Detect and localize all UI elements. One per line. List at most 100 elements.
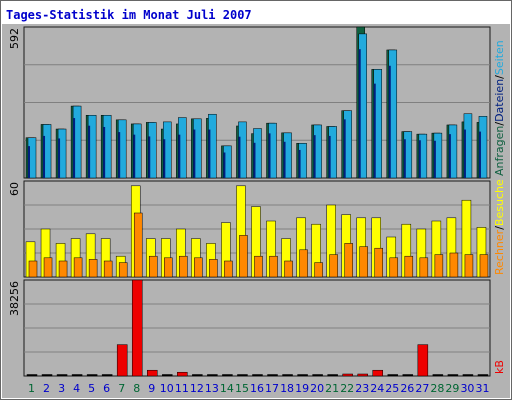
bar-rechner-day-23 (359, 246, 368, 278)
bar-dateien-day-21 (328, 135, 331, 178)
bar-dateien-day-5 (88, 125, 91, 178)
x-tick-label-day-26: 26 (400, 382, 414, 395)
x-tick-label-day-24: 24 (370, 382, 384, 395)
bar-dateien-day-28 (433, 140, 436, 178)
bar-dateien-day-13 (208, 129, 211, 178)
bar-dateien-day-26 (403, 139, 406, 178)
bar-rechner-day-13 (209, 259, 218, 278)
bar-dateien-day-30 (463, 129, 466, 178)
bar-rechner-day-24 (374, 247, 383, 278)
x-tick-label-day-28: 28 (430, 382, 444, 395)
bar-kb-day-7 (116, 344, 128, 377)
bar-kb-day-8 (131, 279, 143, 377)
bar-kb-day-15 (237, 374, 248, 377)
x-tick-label-day-27: 27 (415, 382, 429, 395)
bar-kb-day-1 (26, 374, 38, 377)
x-tick-label-day-29: 29 (445, 382, 459, 395)
legend-item-visits-1: / (493, 226, 506, 230)
x-tick-label-day-25: 25 (385, 382, 399, 395)
bar-kb-day-6 (101, 374, 113, 377)
y-max-label-requests: 592 (8, 28, 21, 49)
bar-rechner-day-27 (419, 257, 429, 278)
x-tick-label-day-5: 5 (88, 382, 95, 395)
bar-rechner-day-8 (133, 212, 143, 278)
chart-title: Tages-Statistik im Monat Juli 2007 (6, 8, 252, 22)
bar-dateien-day-12 (193, 129, 196, 178)
bar-rechner-day-15 (239, 235, 248, 278)
x-tick-label-day-12: 12 (190, 382, 204, 395)
bar-rechner-day-28 (434, 254, 444, 278)
bar-kb-day-28 (432, 374, 444, 377)
bar-rechner-day-10 (164, 257, 173, 278)
legend-item-requests-3: / (493, 75, 506, 79)
bar-rechner-day-20 (314, 262, 323, 278)
bar-rechner-day-14 (224, 260, 233, 278)
bar-dateien-day-1 (28, 146, 30, 178)
x-tick-label-day-11: 11 (175, 382, 189, 395)
bar-kb-day-24 (372, 369, 383, 377)
bar-kb-day-21 (327, 374, 338, 377)
bar-kb-day-10 (162, 374, 173, 377)
bar-dateien-day-23 (358, 49, 361, 178)
x-tick-label-day-3: 3 (58, 382, 65, 395)
bar-dateien-day-25 (388, 65, 391, 178)
bar-dateien-day-20 (313, 135, 316, 178)
bar-dateien-day-10 (163, 139, 166, 178)
x-tick-label-day-13: 13 (205, 382, 219, 395)
bar-rechner-day-6 (103, 260, 113, 278)
x-tick-label-day-16: 16 (250, 382, 264, 395)
bar-rechner-day-16 (254, 255, 263, 278)
bar-dateien-day-14 (223, 152, 226, 178)
legend-item-requests-0: Anfragen (493, 126, 506, 176)
y-max-label-visits: 60 (8, 182, 21, 196)
bar-dateien-day-7 (118, 132, 121, 178)
bar-dateien-day-22 (343, 119, 346, 178)
bar-dateien-day-3 (58, 138, 61, 178)
legend-item-visits-0: Rechner (493, 229, 506, 275)
bar-dateien-day-4 (73, 118, 76, 178)
bar-dateien-day-8 (133, 134, 136, 178)
x-tick-label-day-31: 31 (475, 382, 489, 395)
legend-requests: Anfragen/Dateien/Seiten (493, 40, 506, 176)
bar-rechner-day-17 (269, 255, 278, 278)
bar-rechner-day-21 (329, 254, 338, 278)
bar-kb-day-13 (207, 374, 218, 377)
x-tick-label-day-4: 4 (73, 382, 80, 395)
bar-kb-day-19 (297, 374, 308, 377)
bar-kb-day-20 (312, 374, 323, 377)
bar-dateien-day-6 (103, 126, 106, 178)
bar-dateien-day-31 (478, 131, 481, 178)
x-tick-label-day-20: 20 (310, 382, 324, 395)
legend-item-visits-2: Besuche (493, 179, 506, 226)
y-max-label-traffic: 38256 (8, 281, 21, 316)
bar-kb-day-29 (447, 374, 459, 377)
bar-dateien-day-19 (298, 149, 301, 178)
bar-dateien-day-11 (178, 134, 181, 178)
legend-item-requests-1: / (493, 122, 506, 126)
bar-kb-day-27 (417, 344, 429, 377)
bar-rechner-day-7 (118, 262, 128, 278)
x-tick-label-day-17: 17 (265, 382, 279, 395)
x-tick-label-day-21: 21 (325, 382, 339, 395)
bar-rechner-day-3 (58, 260, 68, 278)
bar-rechner-day-1 (28, 260, 38, 278)
bar-kb-day-4 (71, 374, 83, 377)
bar-kb-day-11 (177, 371, 188, 377)
bar-rechner-day-11 (179, 255, 188, 278)
bar-kb-day-5 (86, 374, 98, 377)
x-tick-label-day-7: 7 (118, 382, 125, 395)
bar-rechner-day-12 (194, 257, 203, 278)
bar-rechner-day-4 (73, 257, 83, 278)
bar-rechner-day-22 (344, 243, 353, 278)
bar-rechner-day-18 (284, 260, 293, 278)
x-tick-label-day-23: 23 (355, 382, 369, 395)
legend-visits: Rechner/Besuche (493, 179, 506, 275)
bar-rechner-day-29 (449, 252, 459, 278)
legend-item-traffic-0: kB (493, 360, 506, 374)
bar-rechner-day-9 (149, 255, 158, 278)
bar-dateien-day-16 (253, 142, 256, 178)
bar-rechner-day-30 (464, 254, 474, 278)
bar-rechner-day-19 (299, 249, 308, 278)
bar-kb-day-22 (342, 373, 353, 377)
